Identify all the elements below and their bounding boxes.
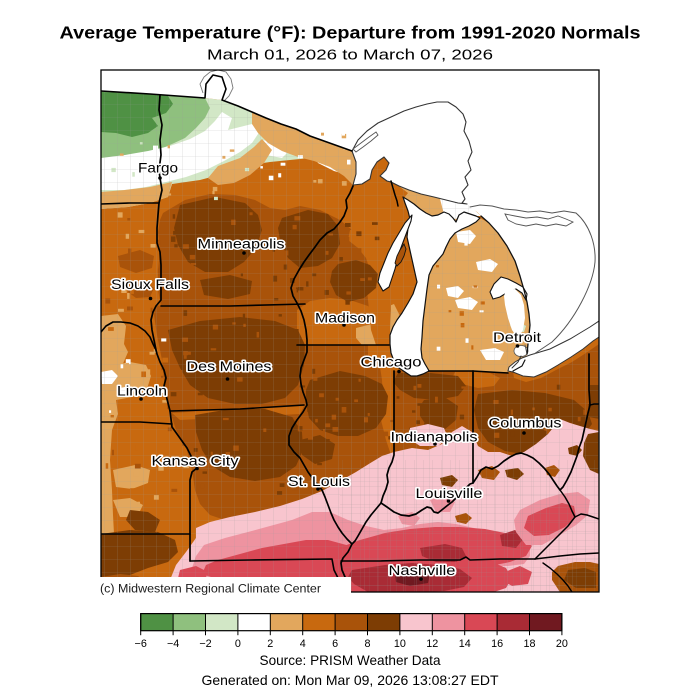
svg-text:10: 10 [394,638,406,650]
svg-text:Des Moines: Des Moines [187,359,272,374]
svg-text:−4: −4 [167,638,179,650]
svg-text:16: 16 [491,638,503,650]
svg-text:March 01, 2026 to March 07, 20: March 01, 2026 to March 07, 2026 [207,47,493,63]
svg-text:(c) Midwestern Regional Climat: (c) Midwestern Regional Climate Center [100,582,321,596]
svg-text:Generated on: Mon Mar 09, 2026: Generated on: Mon Mar 09, 2026 13:08:27 … [202,673,500,688]
svg-text:12: 12 [426,638,438,650]
svg-text:Source: PRISM Weather Data: Source: PRISM Weather Data [260,653,441,668]
svg-text:Sioux Falls: Sioux Falls [111,277,189,292]
svg-text:8: 8 [364,638,370,650]
svg-text:14: 14 [459,638,471,650]
svg-text:Chicago: Chicago [361,355,422,370]
svg-text:Columbus: Columbus [489,416,562,431]
svg-text:−2: −2 [199,638,211,650]
svg-text:0: 0 [235,638,241,650]
svg-text:Fargo: Fargo [138,161,178,176]
svg-text:6: 6 [332,638,338,650]
svg-text:Indianapolis: Indianapolis [391,429,478,444]
svg-text:Average Temperature (°F): Depa: Average Temperature (°F): Departure from… [60,23,641,43]
svg-text:Madison: Madison [315,311,375,326]
svg-text:Nashville: Nashville [389,563,456,578]
svg-text:18: 18 [523,638,535,650]
svg-text:2: 2 [267,638,273,650]
svg-text:4: 4 [300,638,306,650]
svg-text:Kansas City: Kansas City [152,453,239,468]
svg-text:−6: −6 [135,638,147,650]
svg-text:20: 20 [556,638,568,650]
svg-text:Louisville: Louisville [416,486,483,501]
svg-text:St. Louis: St. Louis [288,474,350,489]
svg-text:Detroit: Detroit [493,330,541,345]
svg-text:Lincoln: Lincoln [117,384,167,399]
svg-text:Minneapolis: Minneapolis [198,237,285,252]
